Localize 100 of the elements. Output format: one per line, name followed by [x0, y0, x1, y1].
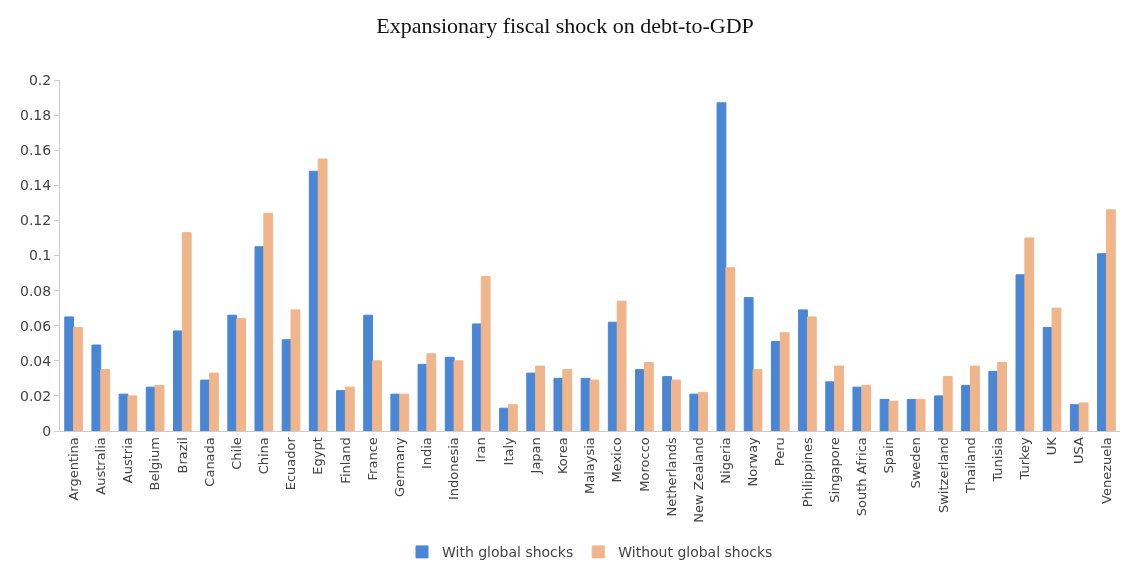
bar: [263, 212, 274, 431]
bar: [798, 309, 808, 431]
bar: [725, 267, 736, 431]
x-tick-label: France: [364, 437, 380, 481]
bar: [344, 386, 355, 431]
bar: [1097, 253, 1107, 431]
x-tick-label: Japan: [527, 437, 543, 475]
bar: [100, 369, 111, 431]
bar: [390, 393, 401, 431]
y-tick-label: 0.1: [28, 247, 52, 264]
x-tick-label: Norway: [745, 436, 761, 487]
bar: [363, 314, 374, 431]
x-tick-label: UK: [1044, 436, 1060, 456]
bar: [852, 386, 863, 431]
bar: [961, 384, 972, 431]
x-tick-label: Malaysia: [582, 437, 598, 495]
x-tick-label: Switzerland: [935, 437, 951, 514]
x-tick-label: China: [256, 437, 272, 475]
y-tick-label: 0.16: [20, 142, 52, 159]
bar: [426, 353, 437, 431]
bar: [172, 330, 183, 431]
bar: [716, 102, 727, 431]
bar: [879, 398, 890, 431]
bar: [308, 170, 319, 431]
x-tick-label: Thailand: [962, 437, 978, 495]
y-tick-label: 0.04: [20, 352, 52, 369]
bar: [662, 376, 673, 431]
bar: [643, 362, 654, 431]
x-tick-label: Iran: [473, 437, 489, 463]
bar: [1105, 209, 1116, 431]
bar: [336, 390, 346, 431]
bar: [825, 381, 836, 431]
x-tick-label: Brazil: [174, 437, 190, 474]
x-tick-label: Netherlands: [663, 436, 679, 517]
y-tick-label: 0.14: [20, 177, 52, 194]
bar: [208, 372, 219, 431]
x-tick-label: India: [419, 437, 435, 470]
x-tick-label: Spain: [881, 437, 897, 474]
x-tick-label: Sweden: [908, 437, 924, 489]
bar: [1069, 404, 1080, 431]
bar: [806, 316, 817, 431]
x-tick-label: Mexico: [609, 437, 625, 483]
bar: [417, 363, 428, 431]
x-tick-label: Chile: [228, 437, 244, 470]
bar: [127, 395, 138, 431]
bar: [671, 379, 681, 431]
x-tick-label: Philippines: [799, 436, 815, 508]
bar: [64, 316, 75, 431]
bar: [906, 398, 917, 431]
bar: [154, 384, 165, 431]
bar: [399, 393, 410, 431]
bar: [1015, 274, 1026, 431]
bar: [589, 379, 600, 431]
y-tick-label: 0: [42, 422, 52, 439]
bar: [507, 404, 518, 431]
bar: [743, 297, 754, 431]
x-tick-label: Venezuela: [1098, 437, 1114, 504]
bar: [254, 246, 265, 431]
x-tick-label: Germany: [391, 436, 407, 497]
bar: [480, 276, 491, 431]
bar: [616, 300, 627, 431]
x-tick-label: Italy: [500, 436, 516, 466]
x-tick-label: Indonesia: [446, 437, 462, 501]
bar: [118, 393, 129, 431]
y-tick-label: 0.08: [20, 282, 52, 299]
bar: [942, 376, 953, 431]
bar: [200, 379, 210, 431]
bar: [1051, 307, 1062, 431]
legend-label: Without global shocks: [618, 544, 773, 561]
x-tick-label: Australia: [92, 437, 108, 495]
bar: [1078, 402, 1089, 431]
x-tick-label: South Africa: [854, 437, 870, 517]
bar: [770, 341, 781, 431]
bar: [970, 365, 980, 431]
x-tick-label: Nigeria: [718, 437, 734, 484]
y-tick-label: 0.2: [28, 71, 52, 88]
x-tick-label: New Zealand: [690, 437, 706, 523]
x-tick-label: Ecuador: [283, 436, 299, 491]
x-tick-label: Argentina: [65, 437, 81, 501]
bar: [553, 377, 564, 431]
bar: [181, 232, 192, 431]
x-tick-label: Austria: [120, 437, 136, 484]
bar: [535, 365, 545, 431]
bar: [752, 369, 763, 431]
y-tick-label: 0.12: [20, 212, 52, 229]
bar: [997, 362, 1008, 431]
bar: [526, 372, 537, 431]
bar: [290, 309, 301, 431]
bar: [453, 360, 464, 431]
bar: [888, 400, 899, 431]
bar: [91, 344, 102, 431]
x-tick-label: USA: [1071, 437, 1087, 465]
bar: [607, 321, 618, 431]
bar: [236, 318, 246, 431]
y-tick-label: 0.06: [20, 317, 52, 334]
chart-title: Expansionary fiscal shock on debt-to-GDP: [376, 12, 754, 38]
x-tick-label: Egypt: [310, 437, 326, 475]
bar: [471, 323, 482, 431]
x-tick-label: Morocco: [636, 437, 652, 492]
x-tick-label: Tunisia: [989, 437, 1005, 483]
